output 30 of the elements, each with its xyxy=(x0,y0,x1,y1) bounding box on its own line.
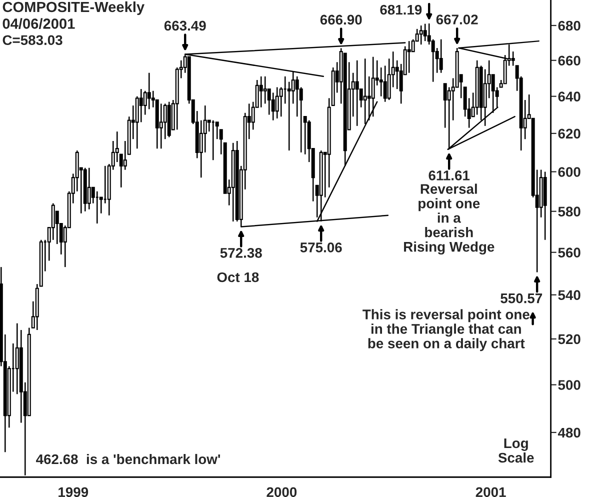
x-tick-label: 2000 xyxy=(266,487,297,497)
annotation: 681.19 xyxy=(380,4,422,15)
y-tick-label: 540 xyxy=(558,290,580,300)
y-tick-label: 680 xyxy=(558,20,580,31)
y-tick-label: 660 xyxy=(558,56,580,66)
y-tick-label: 620 xyxy=(558,128,580,139)
annotation: 572.38 xyxy=(220,248,262,258)
y-tick-label: 640 xyxy=(558,92,580,102)
annotation: Oct 18 xyxy=(217,272,259,282)
annotation: This is reversal point one in the Triangle that can be seen on a daily chart xyxy=(362,309,530,352)
y-tick-label: 500 xyxy=(558,380,580,390)
text: 04/06/2001 xyxy=(2,18,75,29)
annotation: 666.90 xyxy=(320,14,362,25)
annotation: 611.61 xyxy=(428,170,470,180)
annotation: 663.49 xyxy=(164,20,206,31)
y-tick-label: 600 xyxy=(558,167,580,177)
annotation: C=583.03 xyxy=(2,35,62,46)
annotation: Log Scale xyxy=(498,438,534,463)
chart-title: COMPOSITE-Weekly xyxy=(2,1,144,16)
x-tick-label: 2001 xyxy=(476,487,506,497)
annotation: 550.57 xyxy=(500,293,542,304)
annotation: 462.68 is a 'benchmark low' xyxy=(36,454,220,464)
y-tick-label: 520 xyxy=(558,334,580,344)
y-tick-label: 560 xyxy=(558,248,580,258)
annotation: 667.02 xyxy=(436,14,478,24)
annotation: 575.06 xyxy=(300,242,342,252)
y-tick-label: 580 xyxy=(558,206,580,217)
y-tick-label: 480 xyxy=(558,428,580,438)
x-tick-label: 1999 xyxy=(58,487,88,497)
annotation: Reversal point one in a bearish Rising Wedge xyxy=(404,184,494,255)
